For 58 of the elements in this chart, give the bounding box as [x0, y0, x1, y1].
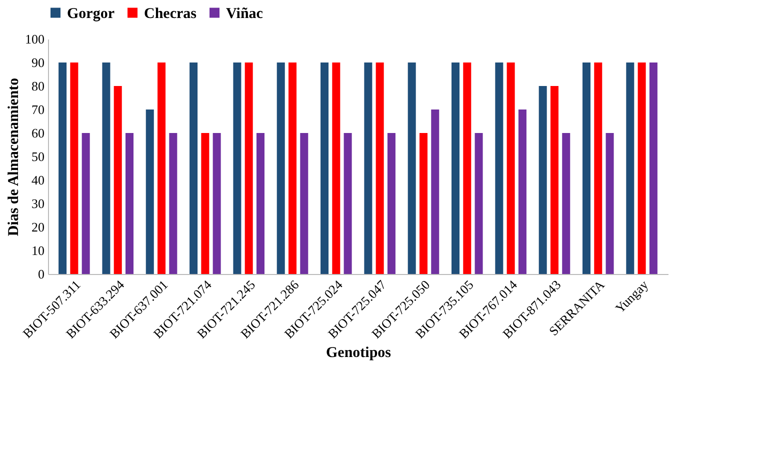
bar — [463, 62, 472, 274]
legend-label: Gorgor — [67, 6, 115, 22]
bar — [344, 133, 352, 274]
bar — [244, 62, 253, 274]
bar — [387, 133, 396, 274]
y-tick-label: 100 — [25, 32, 44, 46]
y-tick-label: 70 — [32, 102, 44, 117]
y-tick-label: 10 — [32, 243, 44, 258]
bar — [158, 62, 166, 274]
legend-label: Viñac — [226, 6, 264, 22]
bar — [169, 133, 178, 274]
bar — [431, 110, 440, 274]
bar — [300, 133, 308, 274]
y-tick-label: 40 — [32, 172, 44, 188]
bar — [288, 62, 297, 274]
bar — [474, 133, 483, 274]
y-tick-label: 50 — [32, 149, 44, 164]
y-tick-label: 20 — [32, 220, 44, 234]
bar — [626, 62, 634, 274]
bar — [518, 110, 526, 274]
bar — [506, 62, 515, 274]
bar — [562, 133, 570, 274]
y-tick-label: 60 — [32, 126, 44, 140]
bar — [408, 62, 416, 274]
bar — [495, 62, 504, 274]
bar — [606, 133, 614, 274]
bar — [126, 133, 134, 274]
y-tick-label: 90 — [32, 55, 44, 70]
bar — [233, 62, 242, 274]
bar — [538, 86, 547, 274]
y-axis-title: Dias de Almacenamiento — [6, 78, 22, 236]
bar — [376, 62, 384, 274]
bar — [70, 62, 78, 274]
bar — [452, 62, 460, 274]
bar — [201, 133, 210, 274]
bar — [594, 62, 602, 274]
bar — [320, 62, 329, 274]
y-tick-label: 0 — [38, 266, 44, 282]
x-axis-title: Genotipos — [326, 345, 392, 362]
bar — [256, 133, 264, 274]
legend-label: Checras — [144, 6, 197, 22]
bar — [550, 86, 558, 274]
bar — [212, 133, 221, 274]
bar — [82, 133, 90, 274]
bar — [582, 62, 590, 274]
bar — [332, 62, 340, 274]
bar — [58, 62, 67, 274]
bar — [638, 62, 646, 274]
y-tick-label: 80 — [32, 78, 44, 94]
bar — [276, 62, 285, 274]
bar — [114, 86, 122, 274]
bar — [419, 133, 428, 274]
bar — [146, 110, 154, 274]
bar — [364, 62, 372, 274]
bar — [102, 62, 110, 274]
y-tick-label: 30 — [32, 196, 44, 211]
bar — [649, 62, 658, 274]
bar — [190, 62, 198, 274]
